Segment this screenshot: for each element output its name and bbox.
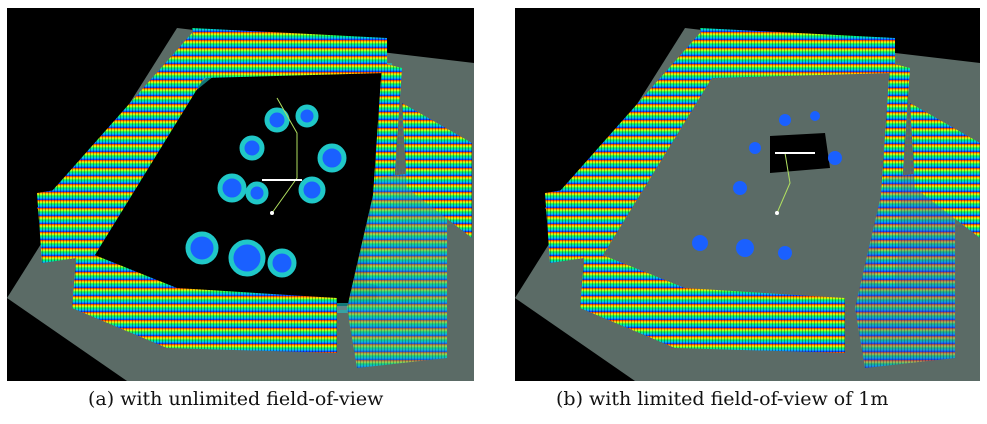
wall-back: [700, 28, 895, 78]
wall-front: [72, 248, 337, 353]
wall-left: [37, 33, 207, 268]
panel-limited-fov: [515, 8, 980, 381]
wall-front: [580, 248, 845, 353]
occupancy-map-unlimited: [7, 28, 474, 381]
wall-left: [545, 33, 715, 268]
occupancy-map-limited: [515, 28, 980, 381]
figure-caption-a: (a) with unlimited field-of-view: [88, 388, 384, 410]
panel-unlimited-fov: [7, 8, 474, 381]
wall-back: [192, 28, 387, 78]
figure-caption-b: (b) with limited field-of-view of 1m: [556, 388, 889, 410]
